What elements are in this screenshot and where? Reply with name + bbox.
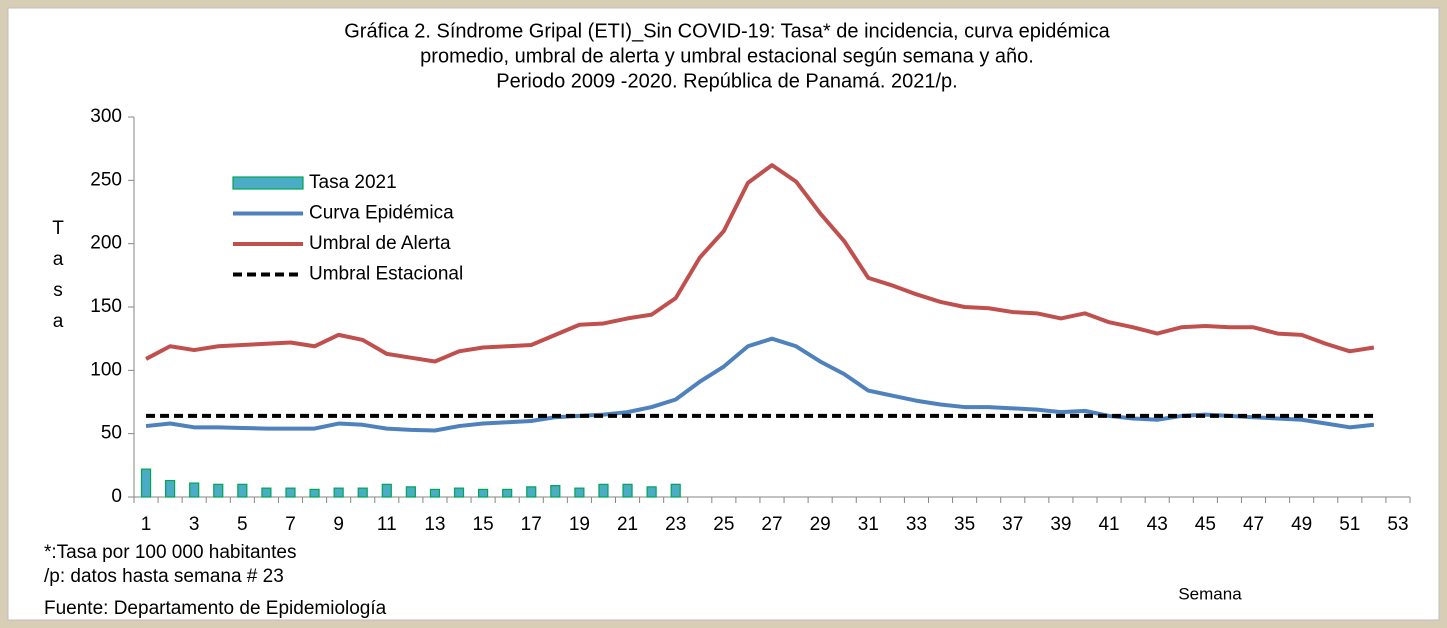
x-axis-label: Semana: [1178, 584, 1242, 603]
bar: [165, 479, 176, 498]
x-tick-label: 13: [424, 514, 445, 535]
x-tick-label: 27: [761, 514, 782, 535]
legend-label: Tasa 2021: [309, 172, 397, 193]
chart-title: Periodo 2009 -2020. República de Panamá.…: [496, 70, 957, 92]
bar: [670, 483, 681, 498]
bar: [526, 486, 537, 498]
bar: [357, 487, 368, 498]
bar: [477, 488, 489, 498]
x-tick-label: 11: [377, 514, 397, 535]
x-tick-label: 21: [617, 514, 638, 535]
chart-title: promedio, umbral de alerta y umbral esta…: [420, 45, 1034, 67]
bar: [598, 483, 609, 498]
x-tick-label: 43: [1147, 514, 1168, 535]
x-tick-label: 37: [1002, 514, 1023, 535]
line-series: [145, 163, 1375, 364]
x-tick-label: 1: [141, 514, 152, 535]
footnote: /p: datos hasta semana # 23: [44, 566, 284, 587]
chart-background: [7, 7, 1440, 621]
bar: [429, 488, 441, 498]
footnote: Fuente: Departamento de Epidemiología: [44, 598, 387, 619]
legend-label: Curva Epidémica: [309, 203, 454, 224]
x-tick-label: 39: [1050, 514, 1071, 535]
x-tick-label: 47: [1243, 514, 1264, 535]
bar: [622, 483, 633, 498]
x-tick-label: 5: [237, 514, 248, 535]
x-tick-label: 23: [665, 514, 686, 535]
x-tick-label: 33: [906, 514, 927, 535]
chart-title: Gráfica 2. Síndrome Gripal (ETI)_Sin COV…: [344, 20, 1110, 42]
bar: [502, 488, 513, 498]
x-tick-label: 17: [521, 514, 542, 535]
x-tick-label: 9: [333, 514, 344, 535]
bar: [405, 486, 416, 498]
x-tick-label: 49: [1291, 514, 1312, 535]
legend-label: Umbral Estacional: [309, 264, 463, 285]
bar: [574, 487, 585, 498]
bar: [140, 468, 152, 498]
bar: [261, 487, 272, 498]
y-tick-label: 0: [111, 486, 122, 507]
x-tick-label: 29: [810, 514, 831, 535]
x-tick-label: 3: [189, 514, 200, 535]
x-tick-label: 41: [1098, 514, 1119, 535]
bar: [189, 482, 200, 498]
legend-swatch: [232, 176, 304, 190]
y-tick-label: 200: [90, 233, 122, 254]
bar: [646, 486, 657, 498]
bar: [213, 483, 224, 498]
bar: [237, 483, 248, 498]
x-tick-label: 19: [569, 514, 590, 535]
bar: [453, 487, 465, 498]
bar: [285, 487, 296, 498]
x-tick-label: 15: [473, 514, 494, 535]
bar: [333, 487, 344, 498]
bar: [550, 485, 561, 498]
x-tick-label: 45: [1195, 514, 1216, 535]
x-tick-label: 31: [858, 514, 879, 535]
legend-label: Umbral de Alerta: [309, 233, 451, 254]
bar: [381, 483, 392, 498]
footnote: *:Tasa por 100 000 habitantes: [44, 542, 296, 563]
x-tick-label: 35: [954, 514, 975, 535]
x-tick-label: 25: [713, 514, 734, 535]
y-tick-label: 50: [101, 423, 122, 444]
bar: [309, 488, 320, 498]
y-tick-label: 300: [90, 106, 122, 127]
y-tick-label: 100: [90, 359, 122, 380]
x-tick-label: 51: [1339, 514, 1360, 535]
y-tick-label: 150: [90, 296, 122, 317]
y-tick-label: 250: [90, 169, 122, 190]
x-tick-label: 53: [1387, 514, 1408, 535]
x-tick-label: 7: [285, 514, 296, 535]
